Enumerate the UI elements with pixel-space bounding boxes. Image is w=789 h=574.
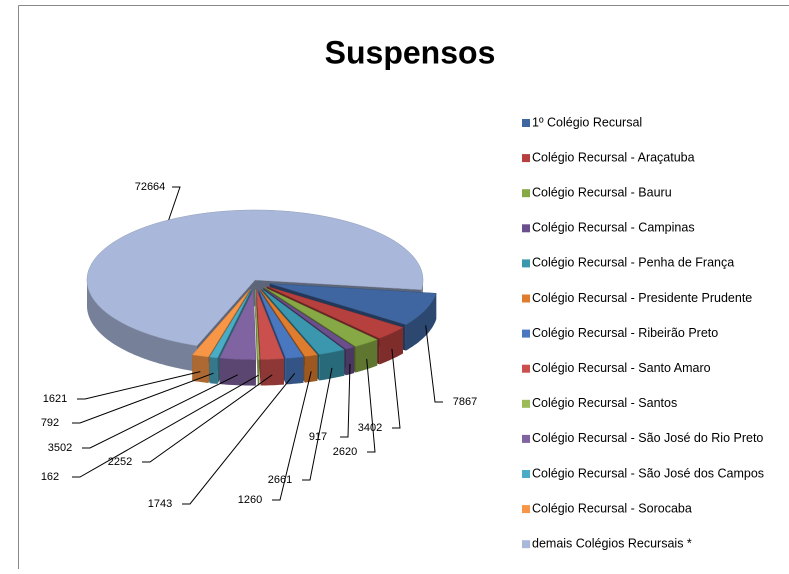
legend-label: Colégio Recursal - Penha de França [532,256,734,270]
slice [269,283,437,325]
data-label: 1743 [148,498,172,510]
slice-side [87,279,197,372]
leader-line [302,367,333,481]
legend-label: Colégio Recursal - Presidente Prudente [532,291,752,305]
pie [86,209,437,386]
slice-side [260,358,284,386]
legend-label: Colégio Recursal - Campinas [532,221,695,235]
legend-swatch [522,329,530,338]
slice [191,289,251,358]
slice [263,287,355,350]
slice-side [319,349,345,381]
leader-line [77,371,201,400]
leader-line [142,374,273,463]
chart-title: Suspensos [325,34,496,70]
legend-label: Colégio Recursal - Santos [532,396,677,410]
legend: 1º Colégio Recursal Colégio Recursal - Ar… [522,115,764,550]
data-label: 7867 [453,396,477,408]
data-label: 2252 [108,456,132,468]
legend-label: Colégio Recursal - Ribeirão Preto [532,326,718,340]
legend-label: Colégio Recursal - São José dos Campos [532,466,764,480]
legend-swatch [522,189,530,198]
leader-line [72,372,214,424]
legend-label: Colégio Recursal - Santo Amaro [532,361,711,375]
slice [259,288,318,357]
leader-line [391,348,401,429]
legend-swatch [522,540,530,549]
slice-side [256,289,261,386]
data-label: 2661 [268,474,292,486]
legend-swatch [522,399,530,408]
leader-line [366,358,376,453]
slice [219,289,257,360]
leader-line [340,363,351,438]
slice-side [209,357,218,384]
slice-side [285,356,304,385]
leader-line [272,371,312,501]
legend-label: Colégio Recursal - Sorocaba [532,501,692,515]
leader-line [72,374,259,478]
slice [261,288,345,355]
legend-swatch [522,364,530,373]
slice [258,289,304,359]
slice-side [192,354,209,383]
leader-line [82,374,238,449]
legend-swatch [522,294,530,303]
legend-swatch [522,505,530,514]
data-label: 792 [41,417,59,429]
data-label: 2620 [333,446,357,458]
data-labels: 7867340226209172661126017432252162350279… [41,181,477,510]
legend-swatch [522,470,530,478]
leader-line [425,325,443,403]
leader-line [182,372,296,505]
slice-side [405,293,437,351]
slice [255,289,260,360]
data-label: 1260 [238,494,262,506]
slice [256,289,285,360]
leader-line [168,186,181,221]
slice-side [379,327,403,365]
legend-label: Colégio Recursal - Araçatuba [532,150,695,164]
data-label: 3402 [358,422,382,434]
data-label: 72664 [135,181,166,193]
legend-swatch [522,434,530,443]
legend-label: Colégio Recursal - Bauru [532,185,672,199]
slice-side [345,347,355,376]
legend-label: 1º Colégio Recursal [532,115,642,129]
slice [266,286,404,339]
legend-swatch [522,154,530,163]
slice [209,289,252,359]
slice-side [257,359,260,386]
legend-label: Colégio Recursal - São José do Rio Preto [532,431,763,445]
legend-swatch [522,224,530,233]
legend-swatch [522,119,530,127]
data-label: 3502 [48,442,72,454]
legend-label: demais Colégios Recursais * [532,536,692,550]
legend-swatch [522,259,530,268]
slice [264,287,378,347]
data-label: 162 [41,471,59,483]
data-label: 1621 [43,393,67,405]
slice-side [355,339,378,373]
slice-side [304,354,318,383]
